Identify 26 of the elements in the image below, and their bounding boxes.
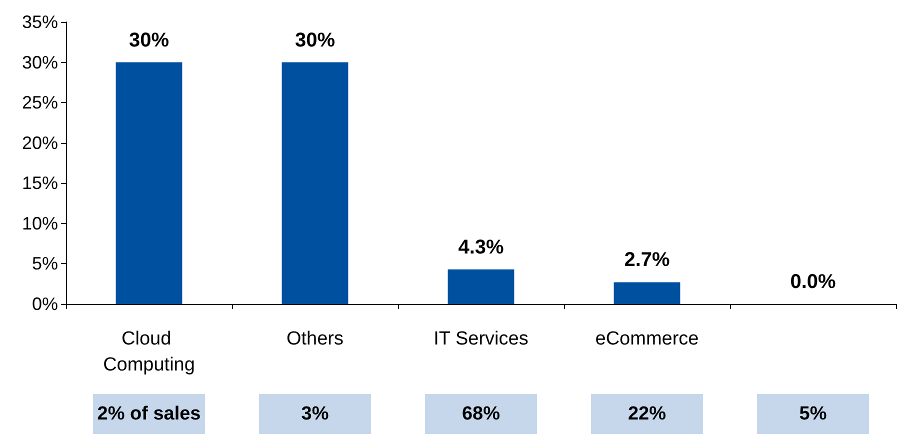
y-tick-label: 5% [32,254,58,274]
text: 2% of sales [97,404,201,424]
x-tick-label: Others [286,328,344,350]
y-tick-label: 20% [22,132,58,153]
bar [282,62,348,304]
data-label: 0.0% [790,271,836,293]
x-tick-label: Cloud Computing [103,328,195,376]
data-label: 30% [128,29,170,52]
x-tick-label: eCommerce [595,328,699,350]
data-label: 4.3% [458,236,504,258]
x-tick-label: IT Services [434,328,528,350]
text: 22% [628,404,666,424]
text: 3% [301,404,329,424]
bar [116,62,182,304]
bar [614,282,680,304]
text: 5% [799,404,827,424]
y-tick-label: 30% [22,52,58,72]
text: 68% [462,404,500,424]
data-label: 30% [294,29,336,52]
y-tick-label: 25% [22,92,58,113]
y-tick-label: 0% [32,294,58,314]
bar [448,269,514,304]
y-tick-label: 10% [22,213,58,234]
y-tick-label: 35% [22,12,58,32]
y-tick-label: 15% [22,173,58,194]
data-label: 2.7% [624,249,670,272]
